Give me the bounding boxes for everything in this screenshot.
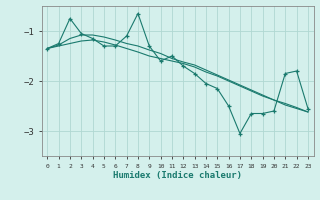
X-axis label: Humidex (Indice chaleur): Humidex (Indice chaleur) [113,171,242,180]
